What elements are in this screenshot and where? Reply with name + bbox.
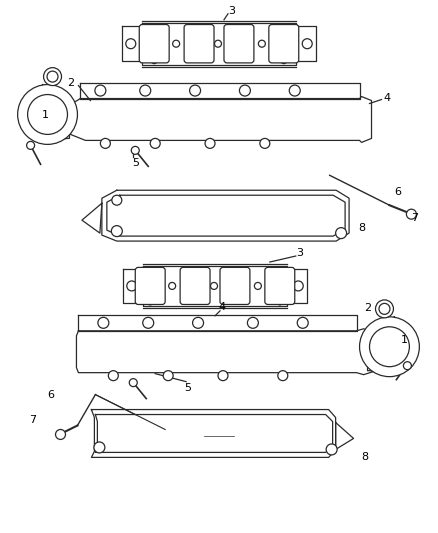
Polygon shape [78, 315, 357, 331]
FancyBboxPatch shape [139, 25, 169, 63]
FancyBboxPatch shape [220, 268, 250, 304]
Polygon shape [82, 203, 102, 233]
Text: 6: 6 [394, 187, 401, 197]
Text: 2: 2 [67, 78, 74, 87]
Circle shape [260, 139, 270, 148]
Text: 1: 1 [401, 335, 408, 345]
Circle shape [406, 209, 417, 219]
FancyBboxPatch shape [265, 268, 295, 304]
FancyBboxPatch shape [224, 25, 254, 63]
Polygon shape [102, 190, 349, 241]
Polygon shape [142, 23, 296, 64]
Circle shape [143, 317, 154, 328]
Polygon shape [42, 85, 70, 142]
Circle shape [94, 442, 105, 453]
Circle shape [131, 147, 139, 155]
Circle shape [277, 299, 283, 305]
Circle shape [297, 317, 308, 328]
Text: 2: 2 [364, 303, 371, 313]
Text: 7: 7 [29, 415, 36, 424]
Text: 3: 3 [296, 248, 303, 258]
Text: 1: 1 [42, 110, 49, 120]
Text: 8: 8 [361, 453, 368, 463]
Text: 8: 8 [358, 223, 365, 233]
Polygon shape [122, 26, 144, 61]
Circle shape [151, 58, 157, 63]
Circle shape [100, 139, 110, 148]
Circle shape [277, 267, 283, 273]
Circle shape [336, 228, 346, 239]
Text: 5: 5 [132, 158, 139, 168]
Circle shape [360, 317, 419, 377]
Text: 3: 3 [229, 6, 236, 16]
Circle shape [302, 39, 312, 49]
Text: 6: 6 [47, 390, 54, 400]
Circle shape [129, 378, 137, 386]
Circle shape [247, 317, 258, 328]
Circle shape [111, 225, 122, 237]
Circle shape [147, 267, 153, 273]
Polygon shape [77, 329, 377, 375]
Circle shape [18, 85, 78, 144]
Polygon shape [367, 317, 395, 375]
Circle shape [190, 85, 201, 96]
Circle shape [379, 303, 390, 314]
Circle shape [43, 68, 61, 86]
Polygon shape [336, 423, 353, 449]
Circle shape [28, 94, 67, 134]
Text: 7: 7 [411, 213, 418, 223]
Circle shape [95, 85, 106, 96]
Circle shape [258, 40, 265, 47]
Circle shape [205, 139, 215, 148]
Circle shape [254, 282, 261, 289]
Circle shape [173, 40, 180, 47]
Circle shape [150, 139, 160, 148]
Circle shape [98, 317, 109, 328]
Circle shape [375, 300, 393, 318]
Circle shape [293, 281, 303, 291]
Circle shape [169, 282, 176, 289]
Circle shape [281, 24, 287, 30]
Circle shape [370, 327, 410, 367]
Circle shape [403, 362, 411, 370]
Text: 4: 4 [219, 302, 226, 312]
Polygon shape [294, 26, 316, 61]
Circle shape [126, 39, 136, 49]
Circle shape [240, 85, 251, 96]
Text: 5: 5 [184, 383, 191, 393]
Polygon shape [285, 269, 307, 303]
Polygon shape [92, 409, 336, 457]
FancyBboxPatch shape [135, 268, 165, 304]
Polygon shape [143, 266, 287, 306]
Circle shape [289, 85, 300, 96]
Polygon shape [81, 83, 360, 99]
Polygon shape [71, 96, 371, 142]
Circle shape [151, 24, 157, 30]
Circle shape [326, 444, 337, 455]
Polygon shape [123, 269, 145, 303]
FancyBboxPatch shape [184, 25, 214, 63]
Circle shape [163, 370, 173, 381]
Circle shape [147, 299, 153, 305]
Circle shape [281, 58, 287, 63]
Circle shape [211, 282, 218, 289]
Circle shape [56, 430, 66, 439]
Text: 4: 4 [384, 93, 391, 102]
Circle shape [47, 71, 58, 82]
Circle shape [112, 195, 122, 205]
Circle shape [218, 370, 228, 381]
Circle shape [215, 40, 222, 47]
Circle shape [27, 141, 35, 149]
Circle shape [278, 370, 288, 381]
FancyBboxPatch shape [269, 25, 299, 63]
Circle shape [193, 317, 204, 328]
Circle shape [108, 370, 118, 381]
Circle shape [127, 281, 137, 291]
Circle shape [140, 85, 151, 96]
FancyBboxPatch shape [180, 268, 210, 304]
